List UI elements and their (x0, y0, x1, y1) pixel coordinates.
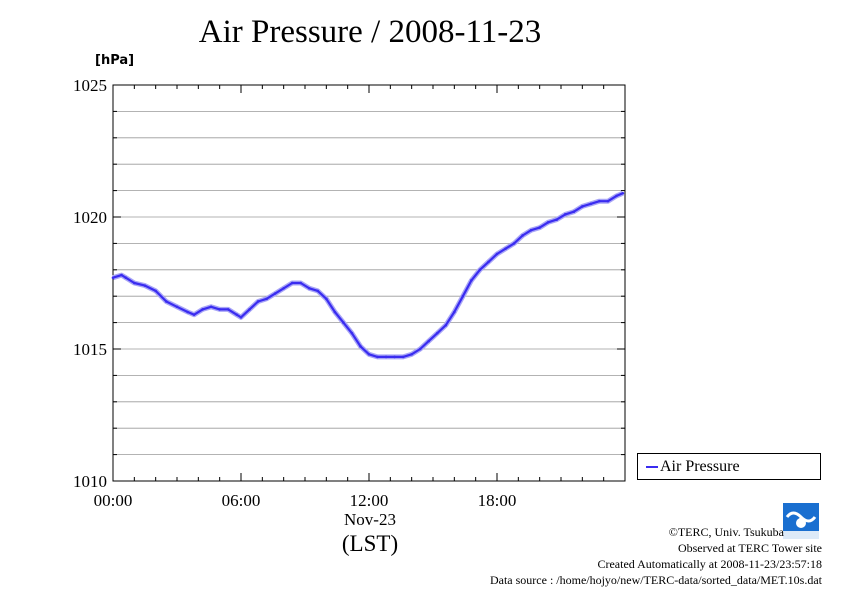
data-point (555, 218, 559, 221)
data-point (478, 268, 482, 272)
x-tick-label: 18:00 (478, 491, 517, 510)
data-point (410, 352, 413, 356)
plot-frame (112, 84, 626, 482)
x-tick-label: 00:00 (94, 491, 133, 510)
data-point (111, 276, 115, 280)
data-point (165, 300, 168, 303)
data-point (124, 276, 128, 280)
data-point (401, 355, 405, 359)
x-tick-label: 12:00 (350, 491, 389, 510)
legend-label: Air Pressure (660, 458, 740, 475)
data-point (256, 300, 260, 303)
data-point (572, 210, 576, 214)
y-axis-unit: [hPa] (95, 53, 135, 68)
data-point (209, 305, 213, 309)
data-point (453, 310, 456, 314)
data-point (175, 305, 179, 309)
data-point (282, 286, 285, 290)
data-point (316, 289, 320, 293)
legend-swatch (646, 466, 658, 468)
data-point (546, 220, 550, 224)
data-point (265, 297, 268, 301)
data-point (504, 247, 507, 250)
data-point (239, 316, 243, 319)
data-point (461, 294, 465, 298)
data-point (384, 355, 388, 359)
data-point (393, 355, 396, 359)
observation-site-line: Observed at TERC Tower site (677, 541, 822, 555)
data-point (521, 234, 524, 237)
data-point (427, 339, 431, 343)
data-point (529, 228, 533, 232)
credits: ©TERC, Univ. Tsukuba Observed at TERC To… (490, 524, 822, 588)
legend: Air Pressure (637, 453, 821, 480)
data-point (154, 289, 157, 293)
data-point (248, 308, 251, 311)
data-point (512, 242, 516, 245)
data-point (226, 308, 230, 311)
data-point (435, 331, 439, 335)
created-line: Created Automatically at 2008-11-23/23:5… (597, 557, 822, 571)
data-point (563, 213, 567, 216)
data-point (186, 310, 189, 314)
y-tick-label: 1010 (73, 472, 107, 491)
data-point (290, 281, 294, 285)
y-tick-label: 1015 (73, 340, 107, 359)
data-point (235, 313, 239, 316)
y-tick-label: 1020 (73, 208, 107, 227)
data-point (325, 297, 328, 301)
x-axis-date-label: Nov-23 (344, 510, 396, 529)
x-axis-label: (LST) (341, 531, 399, 556)
data-point (359, 345, 362, 348)
data-point (376, 355, 379, 359)
data-point (350, 331, 354, 335)
data-point (307, 286, 311, 290)
data-point (487, 260, 490, 264)
data-point (418, 347, 422, 351)
data-point (333, 310, 337, 314)
data-point (120, 273, 123, 277)
terc-logo-icon (783, 503, 819, 539)
data-point (598, 199, 601, 203)
data-point (495, 252, 499, 256)
data-point (342, 321, 345, 324)
series-halo (112, 190, 624, 360)
data-point (143, 284, 147, 287)
data-point (218, 308, 221, 311)
data-point (367, 352, 371, 356)
data-point (581, 205, 584, 208)
x-tick-label: 06:00 (222, 491, 261, 510)
copyright-line: ©TERC, Univ. Tsukuba (668, 525, 784, 539)
y-tick-label: 1025 (73, 76, 107, 95)
data-point (201, 308, 204, 311)
chart-title: Air Pressure / 2008-11-23 (198, 14, 542, 50)
data-point (299, 281, 303, 285)
data-point (538, 226, 541, 229)
data-point (589, 202, 593, 206)
data-point (606, 199, 610, 203)
data-point (621, 191, 625, 195)
data-point (615, 194, 618, 198)
data-source-line: Data source : /home/hojyo/new/TERC-data/… (489, 573, 822, 587)
data-point (192, 313, 196, 316)
data-point (444, 323, 448, 327)
data-point (273, 292, 277, 295)
series-line (112, 192, 624, 358)
data-point (133, 281, 136, 285)
data-point (470, 279, 473, 282)
